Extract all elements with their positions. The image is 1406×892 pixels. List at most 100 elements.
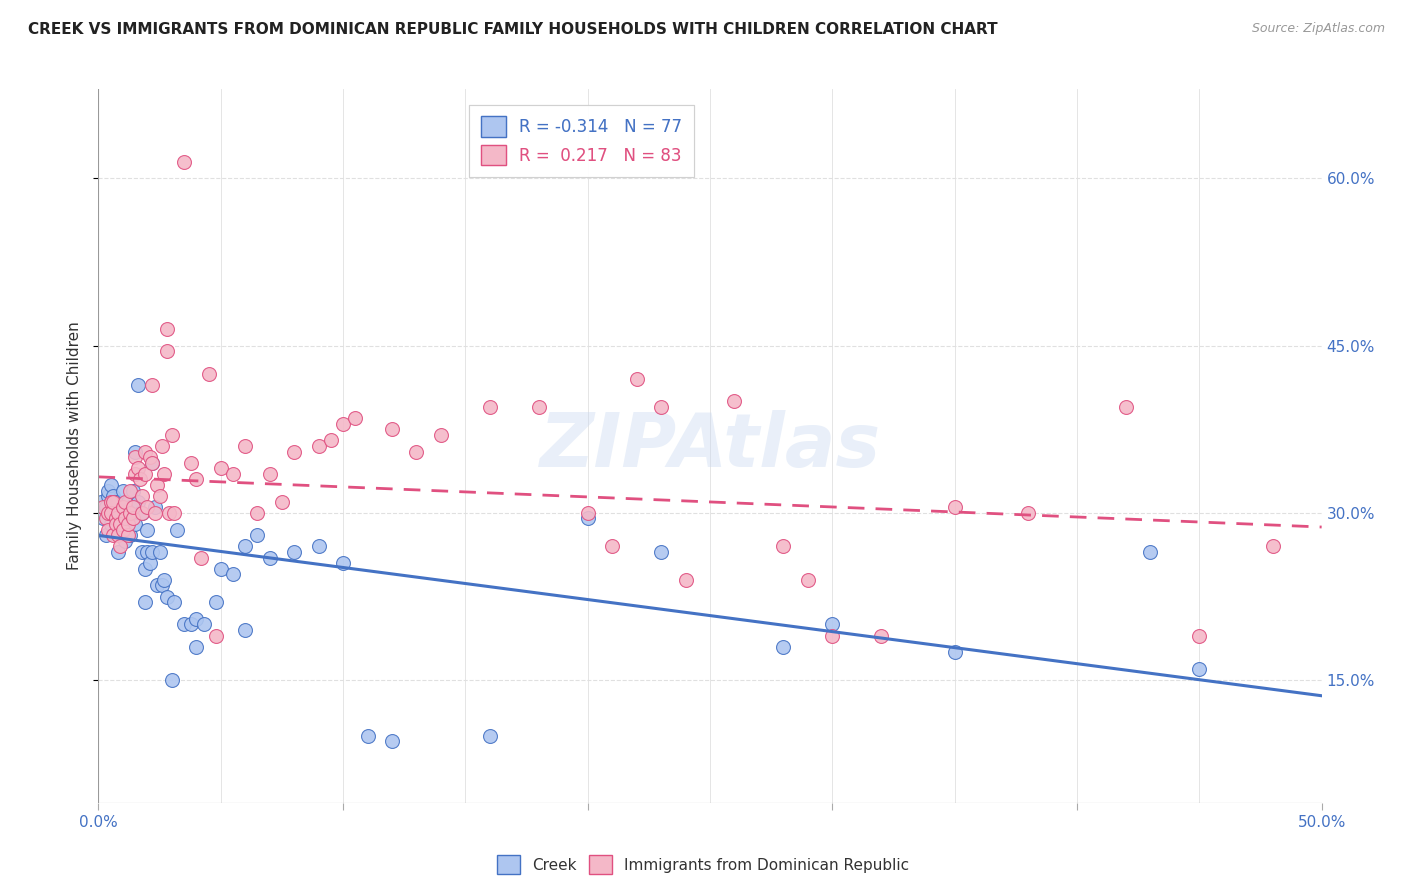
- Point: [101, 528, 124, 542]
- Point: [124, 450, 146, 464]
- Point: [209, 461, 232, 475]
- Point: [134, 444, 156, 458]
- Point: [166, 523, 188, 537]
- Point: [111, 523, 134, 537]
- Point: [943, 645, 966, 659]
- Point: [104, 494, 127, 508]
- Point: [156, 322, 179, 336]
- Point: [127, 494, 149, 508]
- Point: [1188, 628, 1211, 642]
- Point: [527, 400, 550, 414]
- Point: [134, 562, 156, 576]
- Point: [146, 578, 169, 592]
- Point: [131, 506, 153, 520]
- Point: [101, 494, 124, 508]
- Point: [821, 617, 844, 632]
- Point: [117, 494, 139, 508]
- Point: [283, 545, 305, 559]
- Point: [478, 400, 501, 414]
- Point: [110, 517, 132, 532]
- Point: [139, 450, 162, 464]
- Point: [205, 595, 228, 609]
- Point: [405, 444, 427, 458]
- Point: [143, 506, 166, 520]
- Point: [186, 612, 208, 626]
- Point: [111, 483, 134, 498]
- Point: [381, 422, 404, 436]
- Point: [153, 467, 176, 481]
- Point: [600, 539, 623, 553]
- Point: [97, 506, 120, 520]
- Point: [131, 489, 153, 503]
- Text: Source: ZipAtlas.com: Source: ZipAtlas.com: [1251, 22, 1385, 36]
- Point: [186, 472, 208, 486]
- Point: [97, 489, 120, 503]
- Point: [94, 528, 117, 542]
- Point: [1139, 545, 1161, 559]
- Text: CREEK VS IMMIGRANTS FROM DOMINICAN REPUBLIC FAMILY HOUSEHOLDS WITH CHILDREN CORR: CREEK VS IMMIGRANTS FROM DOMINICAN REPUB…: [28, 22, 998, 37]
- Point: [233, 439, 256, 453]
- Point: [308, 539, 330, 553]
- Point: [136, 500, 159, 515]
- Point: [270, 494, 294, 508]
- Y-axis label: Family Households with Children: Family Households with Children: [67, 322, 83, 570]
- Point: [136, 523, 159, 537]
- Point: [246, 528, 269, 542]
- Point: [173, 154, 195, 169]
- Point: [124, 517, 146, 532]
- Point: [576, 506, 599, 520]
- Point: [100, 506, 122, 520]
- Point: [723, 394, 745, 409]
- Point: [332, 417, 354, 431]
- Point: [190, 550, 212, 565]
- Point: [141, 545, 163, 559]
- Point: [94, 500, 117, 515]
- Point: [430, 427, 453, 442]
- Point: [107, 511, 129, 525]
- Point: [120, 483, 142, 498]
- Point: [180, 456, 202, 470]
- Point: [163, 595, 186, 609]
- Legend: R = -0.314   N = 77, R =  0.217   N = 83: R = -0.314 N = 77, R = 0.217 N = 83: [470, 104, 695, 177]
- Point: [107, 545, 129, 559]
- Point: [150, 439, 173, 453]
- Point: [104, 511, 127, 525]
- Point: [107, 494, 129, 508]
- Point: [160, 427, 183, 442]
- Point: [797, 573, 820, 587]
- Point: [94, 511, 117, 525]
- Point: [156, 344, 179, 359]
- Point: [136, 545, 159, 559]
- Point: [104, 506, 127, 520]
- Point: [478, 729, 501, 743]
- Point: [141, 377, 163, 392]
- Point: [91, 511, 114, 525]
- Point: [100, 478, 122, 492]
- Point: [114, 506, 136, 520]
- Point: [114, 494, 136, 508]
- Point: [117, 511, 139, 525]
- Point: [870, 628, 893, 642]
- Point: [150, 578, 173, 592]
- Point: [160, 673, 183, 687]
- Point: [139, 556, 162, 570]
- Point: [101, 500, 124, 515]
- Point: [121, 483, 143, 498]
- Point: [100, 494, 122, 508]
- Point: [100, 517, 122, 532]
- Point: [110, 506, 132, 520]
- Point: [163, 506, 186, 520]
- Point: [821, 628, 844, 642]
- Point: [197, 367, 219, 381]
- Point: [120, 500, 142, 515]
- Point: [233, 623, 256, 637]
- Point: [186, 640, 208, 654]
- Point: [129, 472, 152, 486]
- Point: [97, 506, 120, 520]
- Point: [117, 517, 139, 532]
- Point: [772, 640, 794, 654]
- Point: [650, 545, 672, 559]
- Point: [233, 539, 256, 553]
- Point: [626, 372, 648, 386]
- Point: [157, 506, 180, 520]
